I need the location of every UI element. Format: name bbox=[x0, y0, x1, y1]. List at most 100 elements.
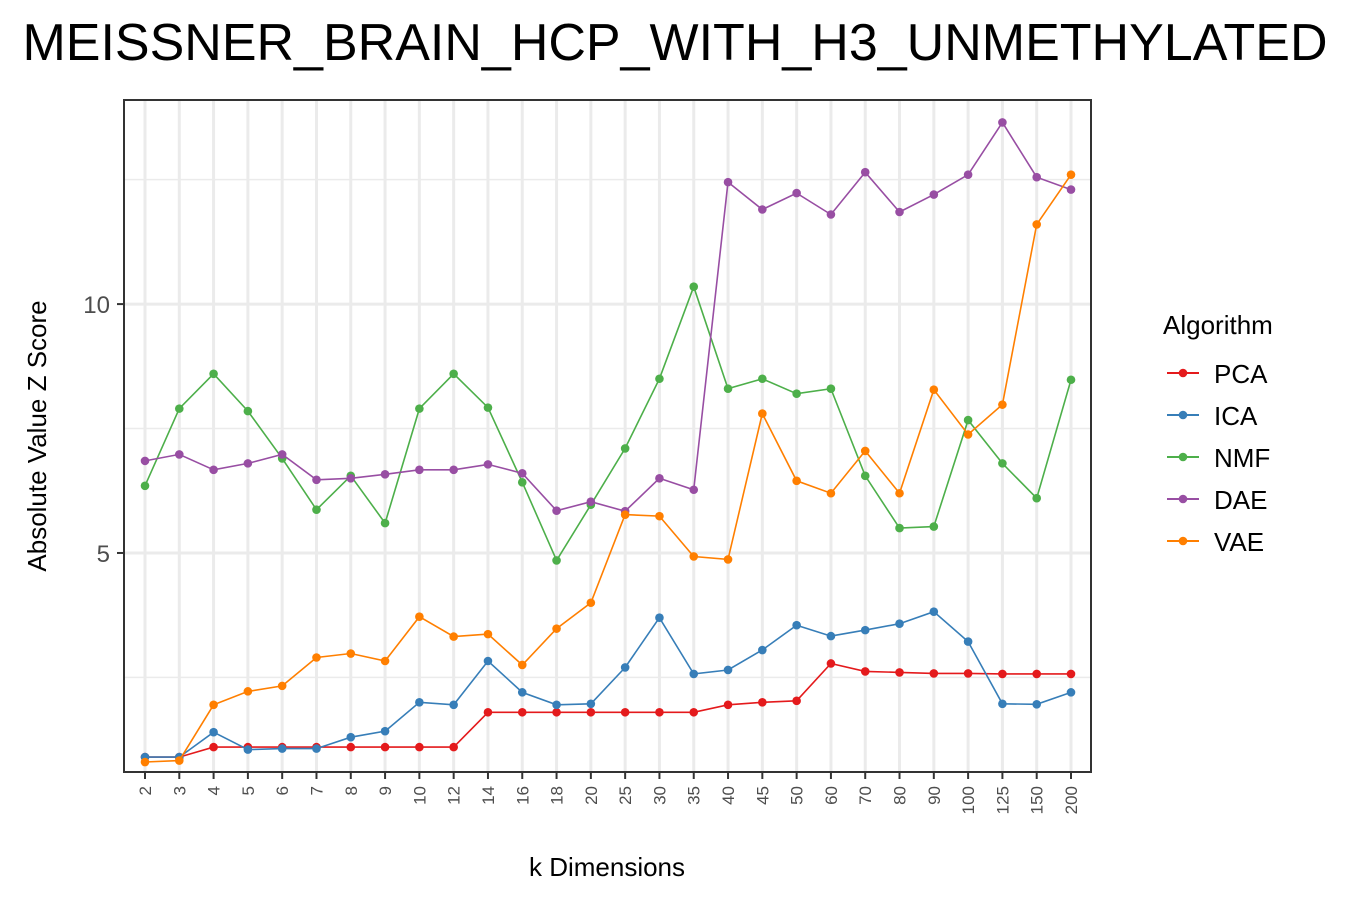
data-point-nmf bbox=[209, 369, 218, 379]
data-point-ica bbox=[1066, 688, 1076, 697]
data-point-nmf bbox=[415, 404, 424, 413]
data-point-vae bbox=[586, 598, 596, 608]
data-point-nmf bbox=[895, 523, 904, 533]
data-point-pca bbox=[620, 707, 630, 717]
x-tick-label: 18 bbox=[548, 786, 567, 805]
x-tick-label: 2 bbox=[136, 786, 155, 795]
data-point-nmf bbox=[723, 384, 733, 394]
data-point-ica bbox=[723, 665, 733, 675]
data-point-pca bbox=[929, 669, 939, 678]
x-tick-label: 16 bbox=[513, 786, 532, 805]
x-tick-label: 60 bbox=[822, 786, 841, 805]
data-point-dae bbox=[1032, 172, 1042, 182]
data-point-dae bbox=[517, 469, 527, 478]
y-tick-label: 10 bbox=[83, 292, 110, 319]
plot-panel-border bbox=[123, 99, 1092, 773]
data-point-nmf bbox=[140, 481, 150, 491]
data-point-vae bbox=[140, 757, 150, 767]
data-point-vae bbox=[758, 409, 767, 418]
data-point-vae bbox=[963, 430, 973, 439]
data-point-nmf bbox=[1066, 375, 1076, 385]
data-point-nmf bbox=[552, 556, 561, 565]
data-point-ica bbox=[792, 620, 801, 630]
data-point-pca bbox=[689, 707, 699, 717]
data-point-pca bbox=[586, 707, 596, 717]
data-point-ica bbox=[415, 698, 424, 707]
data-point-vae bbox=[380, 656, 390, 666]
data-point-dae bbox=[552, 506, 561, 515]
data-point-pca bbox=[963, 669, 973, 678]
chart-title: MEISSNER_BRAIN_HCP_WITH_H3_UNMETHYLATED bbox=[22, 14, 1328, 72]
data-point-pca bbox=[449, 742, 458, 752]
data-point-vae bbox=[1032, 220, 1042, 229]
data-point-pca bbox=[758, 698, 767, 707]
x-tick-label: 4 bbox=[205, 786, 224, 795]
data-point-dae bbox=[415, 465, 424, 475]
x-tick-label: 9 bbox=[376, 786, 395, 795]
data-point-ica bbox=[346, 732, 356, 742]
data-point-vae bbox=[620, 510, 630, 519]
data-point-pca bbox=[552, 707, 561, 717]
data-point-dae bbox=[689, 485, 699, 495]
data-point-nmf bbox=[380, 518, 390, 528]
data-point-ica bbox=[963, 637, 973, 646]
data-point-pca bbox=[895, 668, 904, 677]
data-point-dae bbox=[277, 450, 287, 459]
x-tick-label: 150 bbox=[1028, 786, 1047, 814]
data-point-dae bbox=[483, 460, 493, 469]
data-point-ica bbox=[209, 727, 218, 737]
data-point-dae bbox=[826, 210, 836, 219]
x-tick-label: 20 bbox=[582, 786, 601, 805]
data-point-nmf bbox=[449, 369, 458, 379]
data-point-dae bbox=[346, 474, 356, 483]
legend-label-dae: DAE bbox=[1214, 485, 1267, 515]
data-point-dae bbox=[929, 190, 939, 199]
data-point-nmf bbox=[860, 471, 870, 481]
data-point-ica bbox=[826, 631, 836, 641]
data-point-pca bbox=[723, 700, 733, 710]
data-point-ica bbox=[620, 663, 630, 672]
data-point-vae bbox=[209, 700, 218, 710]
data-point-pca bbox=[826, 659, 836, 668]
x-tick-label: 30 bbox=[650, 786, 669, 805]
x-tick-label: 12 bbox=[445, 786, 464, 805]
data-point-vae bbox=[723, 555, 733, 564]
x-tick-label: 6 bbox=[273, 786, 292, 795]
data-point-dae bbox=[243, 459, 253, 468]
legend: Algorithm PCA ICA NMF DAE VAE bbox=[1163, 310, 1273, 557]
x-tick-label: 10 bbox=[410, 786, 429, 805]
data-point-dae bbox=[174, 450, 184, 459]
x-tick-label: 25 bbox=[616, 786, 635, 805]
data-point-ica bbox=[380, 726, 390, 736]
legend-label-ica: ICA bbox=[1214, 401, 1258, 431]
data-point-nmf bbox=[689, 282, 699, 291]
data-point-pca bbox=[792, 696, 801, 706]
data-point-dae bbox=[895, 207, 904, 217]
data-point-nmf bbox=[620, 444, 630, 453]
x-tick-label: 70 bbox=[856, 786, 875, 805]
legend-label-nmf: NMF bbox=[1214, 443, 1270, 473]
data-point-vae bbox=[243, 687, 253, 696]
data-point-pca bbox=[483, 707, 493, 717]
data-point-pca bbox=[209, 742, 218, 752]
data-point-ica bbox=[860, 625, 870, 635]
series-line-vae bbox=[144, 174, 1072, 763]
data-point-vae bbox=[655, 511, 664, 521]
legend-key-point-pca bbox=[1178, 368, 1188, 378]
legend-key-point-nmf bbox=[1178, 452, 1188, 462]
data-point-nmf bbox=[792, 389, 801, 398]
data-point-ica bbox=[277, 744, 287, 753]
series-line-ica bbox=[145, 610, 1072, 758]
data-point-vae bbox=[277, 681, 287, 691]
data-point-nmf bbox=[998, 459, 1007, 468]
data-point-nmf bbox=[312, 505, 321, 514]
series-line-pca bbox=[145, 662, 1071, 758]
data-point-pca bbox=[346, 742, 356, 752]
data-point-dae bbox=[312, 475, 321, 485]
legend-key-point-dae bbox=[1178, 494, 1188, 504]
x-tick-label: 125 bbox=[993, 786, 1012, 814]
data-point-vae bbox=[895, 488, 904, 498]
x-tick-label: 50 bbox=[788, 786, 807, 805]
x-tick-label: 8 bbox=[342, 786, 361, 795]
